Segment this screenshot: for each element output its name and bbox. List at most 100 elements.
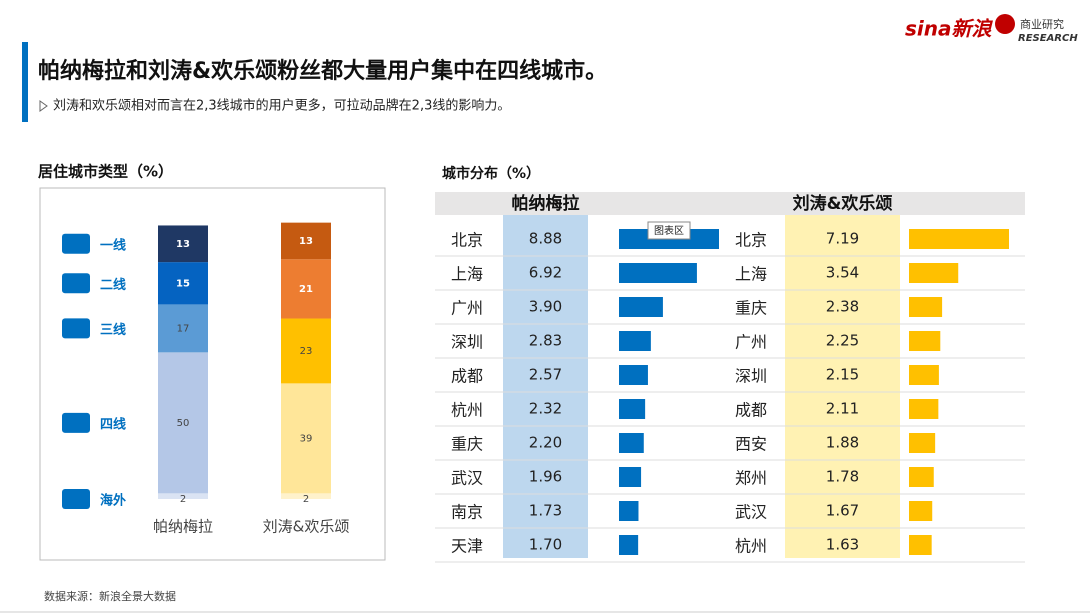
x-tick-label: 帕纳梅拉	[153, 518, 213, 536]
data-label: 50	[177, 418, 190, 429]
bar-segment	[158, 304, 208, 353]
bar	[909, 331, 941, 351]
data-label: 13	[176, 239, 190, 250]
bar-segment	[158, 352, 208, 494]
panel-border	[39, 187, 386, 561]
data-label: 2.57	[529, 366, 562, 384]
category-label: 杭州	[735, 537, 767, 556]
legend-label: 三线	[100, 322, 126, 338]
data-label: 8.88	[529, 230, 562, 248]
category-label: 上海	[735, 265, 767, 284]
data-label: 1.63	[826, 536, 859, 554]
category-label: 上海	[451, 265, 483, 284]
category-label: 深圳	[735, 367, 767, 386]
series-name: 刘涛&欢乐颂	[793, 193, 893, 214]
category-label: 成都	[735, 401, 767, 420]
legend-icon	[62, 412, 90, 433]
category-label: 重庆	[735, 299, 767, 318]
bar	[619, 297, 663, 317]
bar	[909, 297, 943, 317]
bar	[909, 399, 939, 419]
subtitle: 刘涛和欢乐颂相对而言在2,3线城市的用户更多，可拉动品牌在2,3线的影响力。	[53, 98, 510, 114]
category-label: 北京	[735, 231, 767, 250]
category-label: 武汉	[735, 503, 767, 522]
data-label: 3.90	[529, 298, 562, 316]
chart-title: 居住城市类型（%）	[38, 163, 173, 181]
category-label: 成都	[451, 367, 483, 386]
tooltip: 图表区	[654, 224, 684, 237]
bar	[619, 365, 648, 385]
bar-segment	[158, 262, 208, 305]
bullet	[39, 100, 48, 112]
bar-segment	[158, 225, 208, 263]
category-label: 天津	[451, 537, 483, 556]
category-label: 郑州	[735, 469, 767, 488]
bar	[619, 399, 646, 419]
bar	[909, 365, 939, 385]
series-name: 帕纳梅拉	[512, 193, 580, 214]
data-label: 1.96	[529, 468, 562, 486]
table-header	[435, 192, 1025, 215]
data-label: 2.83	[529, 332, 562, 350]
data-label: 2.38	[826, 298, 859, 316]
legend-icon	[62, 233, 90, 254]
legend-label: 海外	[100, 493, 126, 509]
bar	[619, 501, 639, 521]
legend-label: 四线	[100, 416, 126, 432]
bar	[909, 535, 932, 555]
bar-segment	[281, 493, 331, 499]
data-label: 2	[303, 494, 309, 505]
data-label: 3.54	[826, 264, 859, 282]
bar	[909, 501, 933, 521]
data-label: 2.32	[529, 400, 562, 418]
data-label: 2.20	[529, 434, 562, 452]
data-label: 39	[300, 433, 313, 444]
category-label: 北京	[451, 231, 483, 250]
category-label: 武汉	[451, 469, 483, 488]
data-label: 2.25	[826, 332, 859, 350]
chart-title: 城市分布（%）	[442, 165, 540, 182]
data-label: 21	[299, 284, 313, 295]
data-label: 23	[300, 346, 313, 357]
data-label: 1.67	[826, 502, 859, 520]
category-label: 杭州	[451, 401, 483, 420]
category-label: 南京	[451, 503, 483, 522]
legend-label: 一线	[100, 237, 126, 253]
data-label: 2.15	[826, 366, 859, 384]
logo-icon	[995, 14, 1015, 34]
data-label: 1.73	[529, 502, 562, 520]
bar-segment	[281, 383, 331, 494]
logo-text: RESEARCH	[1018, 33, 1078, 44]
data-label: 1.88	[826, 434, 859, 452]
data-label: 2	[180, 494, 186, 505]
data-label: 17	[177, 323, 190, 334]
title: 帕纳梅拉和刘涛&欢乐颂粉丝都大量用户集中在四线城市。	[38, 58, 607, 84]
highlight-column	[503, 215, 588, 558]
bar	[619, 467, 642, 487]
bar-segment	[158, 493, 208, 499]
bar	[619, 535, 639, 555]
legend-icon	[62, 318, 90, 339]
data-label: 1.70	[529, 536, 562, 554]
category-label: 广州	[735, 333, 767, 352]
bar	[619, 263, 697, 283]
data-label: 15	[176, 278, 190, 289]
data-label: 7.19	[826, 230, 859, 248]
data-label: 1.78	[826, 468, 859, 486]
source: 数据来源：新浪全景大数据	[44, 589, 176, 603]
legend-icon	[62, 489, 90, 509]
data-label: 6.92	[529, 264, 562, 282]
highlight-column	[785, 215, 900, 558]
data-label: 2.11	[826, 400, 859, 418]
tooltip-box	[647, 221, 691, 240]
logo-sina: sina新浪	[905, 17, 993, 41]
accent-bar	[22, 42, 28, 122]
bar-segment	[281, 222, 331, 260]
category-label: 重庆	[451, 435, 483, 454]
bar	[909, 467, 934, 487]
data-label: 13	[299, 236, 313, 247]
x-tick-label: 刘涛&欢乐颂	[263, 518, 350, 536]
bar-segment	[281, 259, 331, 319]
category-label: 西安	[735, 435, 767, 454]
